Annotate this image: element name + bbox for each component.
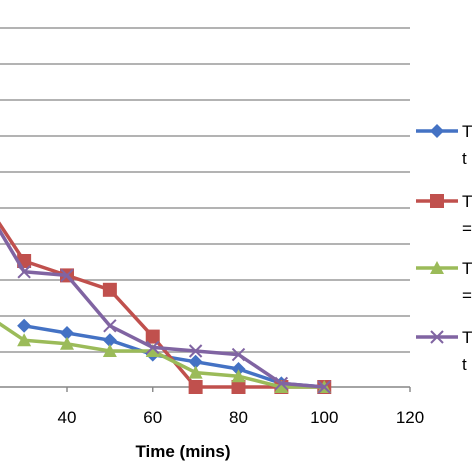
legend: TtT=T=Tt xyxy=(416,122,472,374)
legend-entry-3: T= xyxy=(416,259,472,305)
legend-label: T xyxy=(462,259,472,278)
legend-label-line2: = xyxy=(462,286,472,305)
data-point xyxy=(188,344,203,358)
series-line xyxy=(0,221,325,389)
series-4 xyxy=(0,227,331,394)
legend-entry-1: Tt xyxy=(416,122,472,168)
data-point xyxy=(102,333,117,348)
data-point-stroke xyxy=(60,268,74,283)
data-point-stroke xyxy=(317,380,331,394)
data-point xyxy=(60,326,74,340)
data-point-stroke xyxy=(17,265,31,279)
data-point xyxy=(103,319,117,333)
series-line xyxy=(23,324,325,389)
data-point xyxy=(430,261,444,274)
legend-label: T xyxy=(462,192,472,211)
data-point xyxy=(188,380,203,394)
data-point xyxy=(231,380,246,394)
legend-label-line2: t xyxy=(462,149,467,168)
data-point xyxy=(145,329,160,344)
data-point xyxy=(102,344,117,357)
series-layer xyxy=(0,221,332,394)
data-point xyxy=(17,265,31,279)
data-point-stroke xyxy=(274,376,289,391)
data-point-stroke xyxy=(103,319,117,333)
data-point xyxy=(231,347,246,362)
data-point xyxy=(430,330,444,344)
x-tick-label: 120 xyxy=(396,408,424,427)
legend-label-line2: t xyxy=(462,355,467,374)
data-point-stroke xyxy=(430,330,444,344)
legend-label: T xyxy=(462,328,472,347)
data-point xyxy=(188,365,203,379)
x-tick-label: 60 xyxy=(143,408,162,427)
legend-label-line2: = xyxy=(462,219,472,238)
series-2 xyxy=(0,221,332,394)
series-3 xyxy=(0,321,332,393)
x-tick-labels: 40 60 80 100 120 xyxy=(58,408,425,427)
data-point-stroke xyxy=(188,344,203,358)
data-point-stroke xyxy=(231,347,246,362)
data-point xyxy=(188,354,203,369)
series-line xyxy=(0,227,325,389)
data-point-stroke xyxy=(146,340,160,355)
legend-entry-4: Tt xyxy=(416,328,472,374)
x-tick-label: 40 xyxy=(58,408,77,427)
data-point xyxy=(317,380,331,394)
data-point xyxy=(274,380,289,393)
data-point xyxy=(231,369,246,383)
data-point xyxy=(102,282,117,297)
x-tick-label: 100 xyxy=(310,408,338,427)
data-point xyxy=(274,376,289,391)
gridlines xyxy=(0,27,411,392)
data-point xyxy=(146,340,160,355)
data-point xyxy=(430,194,444,208)
data-point xyxy=(231,362,246,376)
data-point xyxy=(60,336,74,350)
data-point xyxy=(145,344,160,357)
x-axis-label: Time (mins) xyxy=(135,442,230,461)
x-tick-label: 80 xyxy=(229,408,248,427)
data-point xyxy=(17,318,32,333)
data-point xyxy=(60,268,74,283)
data-point xyxy=(430,124,444,138)
legend-label: T xyxy=(462,122,472,141)
data-point xyxy=(17,333,32,347)
legend-entry-2: T= xyxy=(416,192,472,238)
